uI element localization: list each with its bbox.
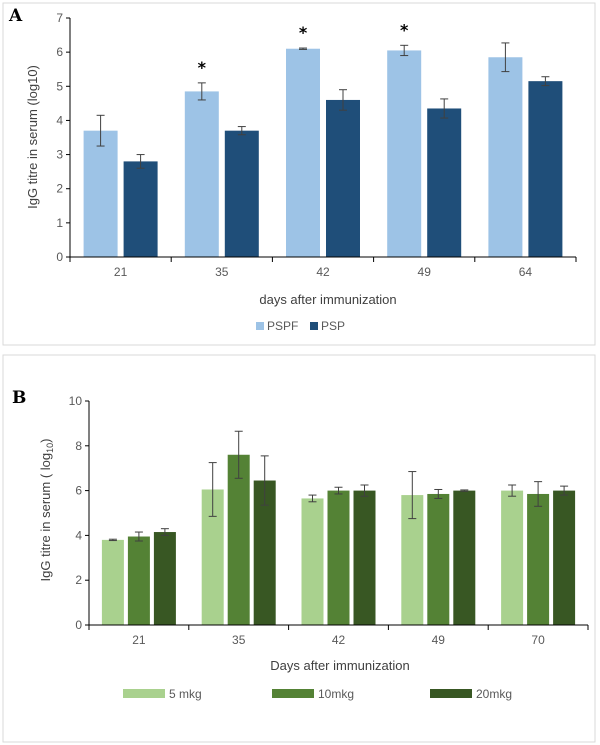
legend-swatch-5mkg <box>123 689 165 698</box>
panel-b-bar-20mkg <box>353 490 376 625</box>
panel-a-x-tick-label: 64 <box>519 265 533 279</box>
panel-a-x-tick-label: 21 <box>114 265 128 279</box>
panel-a-significance-star: * <box>400 20 409 39</box>
panel-b-y-tick-label: 6 <box>75 484 82 498</box>
legend-swatch-10mkg <box>272 689 314 698</box>
panel-b-bar-5mkg <box>101 539 124 625</box>
panel-a-y-tick-label: 7 <box>56 11 63 25</box>
panel-b-bar-5mkg <box>201 489 224 625</box>
panel-b-legend: 5 mkg 10mkg 20mkg <box>123 687 512 701</box>
panel-a-label: A <box>8 6 23 26</box>
panel-b-y-ticks: 0 2 4 6 8 10 <box>69 394 83 632</box>
panel-b-y-tick-label: 0 <box>75 618 82 632</box>
panel-b-bar-5mkg <box>301 498 324 625</box>
panel-a-x-tick-label: 35 <box>215 265 229 279</box>
panel-b-bar-20mkg <box>453 490 476 625</box>
legend-swatch-20mkg <box>430 689 472 698</box>
legend-label-20mkg: 20mkg <box>476 687 512 701</box>
panel-a-y-tick-label: 5 <box>56 79 63 93</box>
panel-a-y-tick-label: 4 <box>56 113 63 127</box>
panel-a-bar-pspf <box>387 50 422 257</box>
panel-a-bar-psp <box>528 81 563 258</box>
panel-a-bar-psp <box>427 108 462 257</box>
panel-b-x-tick-label: 21 <box>132 633 146 647</box>
panel-a-x-tick-label: 42 <box>316 265 330 279</box>
panel-a-significance-star: * <box>299 23 308 42</box>
panel-b-bar-10mkg <box>127 536 150 625</box>
panel-a-y-tick-label: 0 <box>56 250 63 264</box>
panel-b-x-ticks: 21 35 42 49 70 <box>132 633 545 647</box>
panel-a-y-ticks: 0 1 2 3 4 5 6 7 <box>56 11 63 264</box>
panel-a-y-axis-label: IgG titre in serum (log10) <box>25 65 40 209</box>
panel-b-bar-10mkg <box>227 454 250 625</box>
panel-a-bar-pspf <box>488 57 523 258</box>
legend-label-psp: PSP <box>321 319 345 333</box>
panel-a-plot: * * * <box>66 17 577 262</box>
panel-b-x-axis-label: Days after immunization <box>270 658 409 673</box>
panel-b-bar-5mkg <box>401 495 424 625</box>
panel-b-label: B <box>12 388 26 408</box>
panel-b-y-label-end: ) <box>38 439 53 443</box>
panel-a-x-axis-label: days after immunization <box>259 292 396 307</box>
panel-a: A * * * 0 1 2 3 4 5 6 7 21 35 42 49 64 IgG titre in s… <box>2 2 596 346</box>
panel-b-y-tick-label: 2 <box>75 573 82 587</box>
panel-b-bar-10mkg <box>427 493 450 625</box>
panel-a-bar-psp <box>326 99 360 257</box>
panel-b-y-label-sub: 10 <box>45 443 55 453</box>
panel-b-x-tick-label: 42 <box>332 633 346 647</box>
panel-a-x-tick-label: 49 <box>418 265 432 279</box>
panel-b-bar-10mkg <box>527 493 550 625</box>
panel-b-y-tick-label: 10 <box>69 394 83 408</box>
panel-a-bar-pspf <box>184 91 219 258</box>
panel-b-x-tick-label: 35 <box>232 633 246 647</box>
panel-b-frame <box>2 354 596 743</box>
panel-a-y-tick-label: 1 <box>56 216 63 230</box>
panel-b-y-tick-label: 4 <box>75 528 82 542</box>
panel-b-y-axis-label: IgG titre in serum ( log10) <box>38 439 55 582</box>
panel-b-x-tick-label: 70 <box>531 633 545 647</box>
panel-b-bar-20mkg <box>253 480 276 625</box>
legend-swatch-pspf <box>256 322 264 330</box>
panel-a-legend: PSPF PSP <box>256 319 345 333</box>
panel-a-significance-star: * <box>198 58 207 77</box>
legend-label-10mkg: 10mkg <box>318 687 354 701</box>
panel-b-y-label-main: IgG titre in serum ( log <box>38 453 53 582</box>
panel-a-bar-psp <box>224 130 259 257</box>
panel-b: B 0 2 4 6 8 10 21 35 42 49 70 IgG titre in serum … <box>2 354 596 743</box>
legend-swatch-psp <box>310 322 318 330</box>
panel-a-y-tick-label: 6 <box>56 45 63 59</box>
panel-a-y-tick-label: 2 <box>56 182 63 196</box>
panel-a-bar-pspf <box>286 48 320 257</box>
panel-a-x-ticks: 21 35 42 49 64 <box>114 265 532 279</box>
panel-b-bar-20mkg <box>153 532 176 625</box>
panel-b-plot <box>85 400 589 630</box>
panel-b-bar-5mkg <box>501 490 524 625</box>
panel-b-x-tick-label: 49 <box>432 633 446 647</box>
panel-b-bar-20mkg <box>553 490 576 625</box>
panel-b-bar-10mkg <box>327 490 350 625</box>
panel-a-y-tick-label: 3 <box>56 148 63 162</box>
legend-label-5mkg: 5 mkg <box>169 687 202 701</box>
panel-a-bar-psp <box>123 161 158 257</box>
panel-a-bar-pspf <box>83 130 118 257</box>
legend-label-pspf: PSPF <box>267 319 298 333</box>
panel-b-y-tick-label: 8 <box>75 439 82 453</box>
